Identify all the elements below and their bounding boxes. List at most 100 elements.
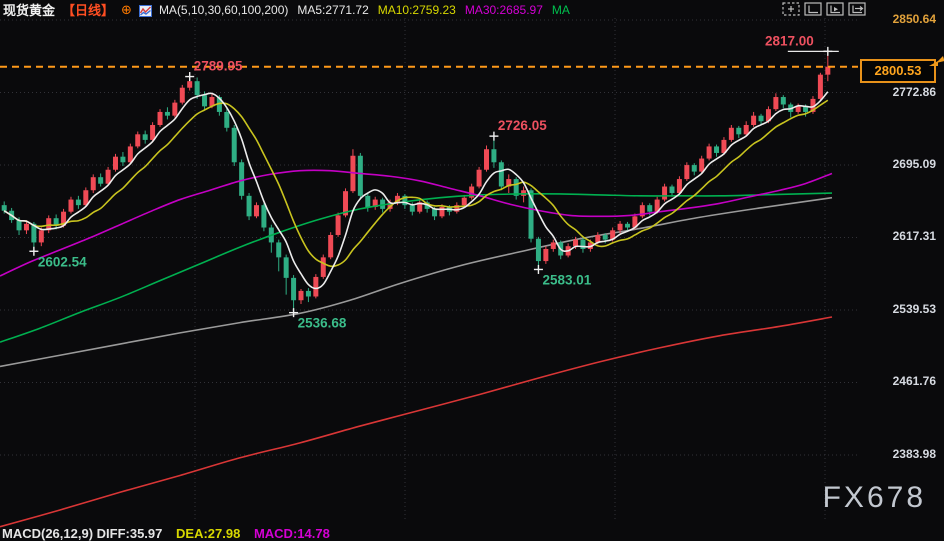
pane-play-icon[interactable] (826, 2, 844, 16)
candle-body (246, 195, 252, 217)
legend-ma-params: MA(5,10,30,60,100,200) (158, 2, 289, 17)
candle-body (298, 290, 304, 301)
candle-body (231, 127, 237, 163)
candle-body (335, 215, 341, 235)
candle-body (491, 149, 497, 163)
ma-line-ma5 (3, 91, 829, 290)
candle-body (714, 146, 720, 153)
candle-body (68, 199, 74, 212)
candle-body (224, 111, 230, 128)
candle-body (721, 139, 727, 153)
candle-body (513, 179, 519, 196)
timeframe-label[interactable]: 【日线】 (62, 3, 115, 18)
ma-line-ma10 (3, 99, 829, 268)
candle-body (825, 66, 831, 75)
candle-body (150, 124, 156, 140)
candle-body (239, 162, 245, 196)
candle-body (469, 186, 475, 198)
candle-body (624, 223, 630, 228)
candle-body (669, 186, 675, 194)
ma-line-ma30 (0, 169, 833, 277)
candle-body (187, 81, 193, 88)
ma-legend: MA(5,10,30,60,100,200) MA5:2771.72 MA10:27… (159, 1, 579, 19)
candle-body (728, 127, 734, 140)
candle-body (543, 248, 549, 262)
candle-body (120, 156, 126, 163)
candle-body (216, 97, 222, 112)
y-axis-label: 2539.53 (892, 301, 936, 316)
candle-body (357, 155, 363, 196)
candle-body (432, 208, 438, 217)
candle-body (654, 199, 660, 212)
dea-value-label: DEA:27.98 (176, 526, 241, 541)
candle-body (135, 134, 141, 147)
candle-body (16, 220, 22, 231)
candle-body (817, 74, 823, 99)
legend-ma10: MA10:2759.23 (377, 2, 456, 17)
candle-body (743, 124, 749, 135)
candle-body (194, 81, 200, 96)
candle-body (795, 106, 801, 112)
candle-body (291, 277, 297, 301)
candle-body (647, 205, 653, 212)
candle-body (157, 111, 163, 125)
candle-body (402, 195, 408, 206)
candle-body (365, 195, 371, 208)
candle-body (610, 230, 616, 240)
pane-axes-icon[interactable] (804, 2, 822, 16)
extreme-price-label: 2817.00 (765, 33, 814, 48)
candle-body (343, 191, 349, 216)
candle-body (810, 98, 816, 112)
candle-body (758, 115, 764, 122)
candle-body (639, 205, 645, 217)
candle-body (31, 223, 37, 243)
candle-body (83, 190, 89, 206)
candle-body (573, 239, 579, 247)
crosshair-icon[interactable] (782, 2, 800, 16)
candle-body (276, 242, 282, 258)
candle-body (736, 127, 742, 135)
last-price-box: 2800.53 (860, 58, 936, 83)
candle-body (179, 87, 185, 103)
candle-body (691, 165, 697, 172)
extreme-price-label: 2726.05 (498, 118, 547, 133)
candle-body (202, 95, 208, 107)
candle-body (320, 257, 326, 277)
candle-body (498, 162, 504, 187)
candle-body (632, 216, 638, 228)
candle-body (387, 202, 393, 209)
candle-body (372, 199, 378, 208)
y-axis-label: 2850.64 (892, 12, 936, 26)
candle-body (90, 177, 96, 191)
candle-body (61, 211, 67, 226)
candle-body (528, 190, 534, 239)
extreme-price-label: 2536.68 (298, 316, 347, 331)
macd-legend-row: MACD(26,12,9) DIFF:35.97 DEA:27.98 MACD:… (2, 526, 340, 541)
target-circle-plus-icon[interactable]: ⊕ (121, 2, 132, 17)
candle-body (803, 106, 809, 112)
candle-body (261, 205, 267, 228)
chart-toolbar (782, 2, 866, 16)
candle-body (172, 102, 178, 116)
extreme-price-label: 2789.95 (194, 59, 243, 74)
candle-body (587, 242, 593, 249)
macd-value-label: MACD:14.78 (253, 526, 330, 541)
candle-body (23, 223, 29, 231)
candle-body (164, 111, 170, 116)
candle-body (409, 205, 415, 212)
mini-chart-icon[interactable] (138, 4, 152, 17)
pane-export-icon[interactable] (848, 2, 866, 16)
ma-line-ma200 (0, 316, 833, 528)
candle-body (676, 179, 682, 194)
candle-body (602, 234, 608, 240)
legend-ma30: MA30:2685.97 (464, 2, 543, 17)
candle-body (706, 146, 712, 159)
candle-body (46, 218, 52, 231)
candle-body (521, 190, 527, 196)
extreme-price-label: 2583.01 (542, 272, 591, 287)
candle-body (476, 169, 482, 187)
candle-body (283, 257, 289, 278)
jump-to-latest-icon[interactable] (928, 55, 944, 73)
extreme-price-label: 2602.54 (38, 254, 87, 269)
